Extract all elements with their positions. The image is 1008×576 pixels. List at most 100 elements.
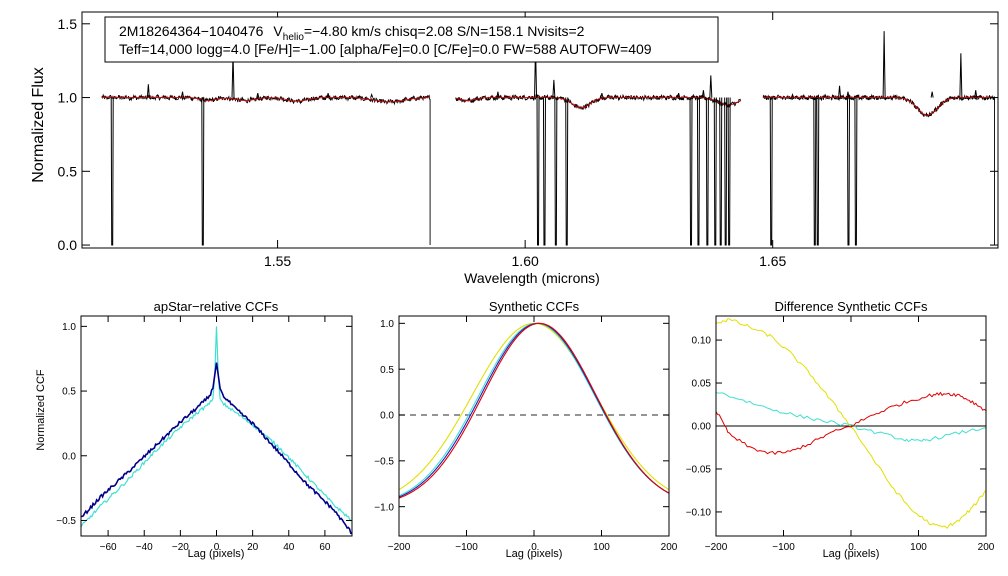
bad-pixel-drop — [696, 97, 700, 246]
difference-ccf-series-line — [716, 391, 986, 456]
emission-spike — [846, 91, 850, 98]
x-tick-label: −40 — [136, 542, 153, 553]
info-line-2: Teff=14,000 logg=4.0 [Fe/H]=−1.00 [alpha… — [119, 41, 652, 57]
x-tick-label: 0 — [214, 542, 220, 553]
bad-pixel-drop — [719, 97, 723, 246]
y-tick-label: −0.5 — [56, 516, 76, 527]
x-tick-label: 100 — [593, 542, 610, 553]
y-tick-label: 0.5 — [380, 365, 394, 376]
y-tick-label: 0.00 — [692, 422, 712, 433]
bad-pixel-drop — [769, 97, 773, 246]
difference-ccf-plot-area — [716, 318, 986, 529]
observed-spectrum-chip — [455, 93, 741, 110]
emission-spike — [709, 75, 713, 98]
synthetic-ccf-series-line — [399, 322, 669, 499]
emission-spike — [496, 91, 500, 98]
y-tick-label: 1.0 — [58, 90, 78, 106]
synthetic-ccf-panel: Synthetic CCFs −200 −100 0 100 200 −1.0 −0.5 0.… — [374, 299, 678, 560]
difference-ccf-title: Difference Synthetic CCFs — [775, 299, 928, 314]
model-spectrum-chip — [455, 97, 741, 109]
emission-spike — [838, 85, 842, 98]
x-tick-label: 200 — [978, 542, 995, 553]
y-tick-label: 1.0 — [380, 319, 394, 330]
emission-spike — [600, 93, 604, 98]
x-tick-label: −60 — [100, 542, 117, 553]
y-tick-label: 0.5 — [62, 387, 76, 398]
spectrum-axes: 1.55 1.60 1.65 0.0 0.5 1.0 1.5 — [58, 12, 998, 269]
bad-pixel-drop — [689, 97, 693, 246]
bad-pixel-drop — [813, 97, 817, 246]
bad-pixel-drop — [846, 97, 850, 246]
star-id: 2M18264364−1040476 — [119, 23, 264, 39]
bad-pixel-drop — [565, 97, 569, 246]
spectrum-plot-area — [101, 31, 995, 246]
x-tick-label: 1.55 — [264, 253, 291, 269]
y-tick-label: 0.5 — [58, 163, 78, 179]
x-tick-label: 0 — [531, 542, 537, 553]
bad-pixel-drop — [727, 97, 731, 246]
bad-pixel-drop — [854, 97, 858, 246]
x-tick-label: 1.60 — [512, 253, 539, 269]
x-tick-label: −200 — [705, 542, 728, 553]
apstar-ccf-panel: apStar−relative CCFs −60 −40 −20 0 20 40 60 −0.… — [35, 299, 353, 560]
emission-spike — [974, 90, 978, 98]
synthetic-ccf-plot-area — [399, 322, 669, 499]
y-tick-label: −0.5 — [374, 456, 394, 467]
emission-spike — [701, 90, 705, 98]
difference-ccf-series-line — [716, 318, 986, 529]
x-tick-label: 200 — [661, 542, 678, 553]
y-tick-label: 0.0 — [58, 237, 78, 253]
bad-pixel-drop — [724, 97, 728, 246]
vhelio-subscript: helio — [283, 32, 305, 43]
bad-pixel-drop — [201, 97, 205, 246]
emission-spike — [791, 93, 794, 98]
bad-pixel-drop — [542, 97, 546, 246]
x-tick-label: −200 — [388, 542, 411, 553]
synthetic-ccf-title: Synthetic CCFs — [489, 299, 580, 314]
y-tick-label: 1.5 — [58, 16, 78, 32]
apstar-ccf-plot-area — [81, 326, 352, 535]
y-tick-label: −0.10 — [686, 508, 712, 519]
difference-ccf-axes: −200 −100 0 100 200 −0.10 −0.05 0.00 0.05 0.10 — [686, 316, 995, 553]
y-tick-label: 0.0 — [380, 411, 394, 422]
spectrum-xlabel: Wavelength (microns) — [464, 270, 600, 286]
emission-spike — [256, 93, 260, 98]
emission-spike — [930, 91, 934, 98]
emission-spike — [677, 93, 681, 98]
spectrum-ylabel: Normalized Flux — [30, 67, 47, 183]
synthetic-ccf-axes: −200 −100 0 100 200 −1.0 −0.5 0.0 0.5 1.0 — [374, 316, 678, 553]
info-box — [104, 16, 719, 63]
bad-pixel-drop — [554, 97, 558, 246]
y-tick-label: −1.0 — [374, 502, 394, 513]
apstar-ccf-xlabel: Lag (pixels) — [188, 548, 245, 560]
x-tick-label: 60 — [319, 542, 331, 553]
y-tick-label: −0.05 — [686, 465, 712, 476]
emission-spike — [959, 53, 963, 98]
x-tick-label: 40 — [283, 542, 295, 553]
spectrum-panel: 1.55 1.60 1.65 0.0 0.5 1.0 1.5 Wavelength (mic… — [30, 11, 999, 286]
model-spectrum-chip — [762, 97, 995, 116]
info-line-1-values: =−4.80 km/s chisq=2.08 S/N=158.1 Nvisits… — [304, 23, 585, 39]
apstar-ccf-series-line — [81, 326, 352, 528]
apstar-ccf-ylabel: Normalized CCF — [35, 369, 47, 451]
x-tick-label: 0 — [848, 542, 854, 553]
emission-spike — [326, 93, 330, 98]
x-tick-label: 100 — [910, 542, 927, 553]
y-tick-label: 1.0 — [62, 322, 76, 333]
emission-spike — [146, 84, 150, 98]
x-tick-label: −20 — [172, 542, 189, 553]
bad-pixel-drop — [816, 97, 820, 246]
bad-pixel-drop — [536, 97, 540, 246]
emission-spike — [882, 31, 886, 98]
y-tick-label: 0.0 — [62, 451, 76, 462]
apstar-ccf-axes: −60 −40 −20 0 20 40 60 −0.5 0.0 0.5 1.0 — [56, 316, 352, 553]
bad-pixel-drop — [713, 97, 717, 246]
info-line-1: 2M18264364−1040476 Vhelio=−4.80 km/s chis… — [119, 23, 585, 43]
difference-ccf-series-line — [716, 392, 986, 443]
difference-ccf-panel: Difference Synthetic CCFs −200 −100 0 100 20… — [686, 299, 995, 560]
synthetic-ccf-xlabel: Lag (pixels) — [506, 548, 563, 560]
x-tick-label: −100 — [455, 542, 478, 553]
apstar-ccf-series-line — [81, 362, 352, 535]
emission-spike — [552, 79, 556, 98]
